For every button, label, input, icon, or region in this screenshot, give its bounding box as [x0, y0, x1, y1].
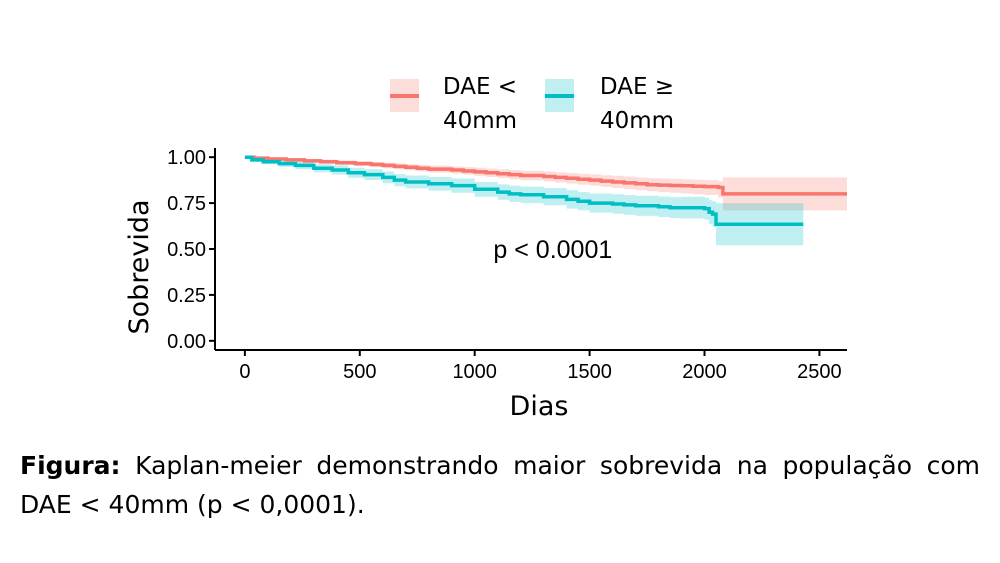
y-tick-label: 0.25	[167, 285, 206, 307]
figure-caption: Figura: Kaplan-meier demonstrando maior …	[20, 446, 980, 524]
x-tick-label: 1000	[452, 361, 497, 383]
legend: DAE < 40mm DAE ≥ 40mm	[390, 74, 674, 134]
legend-item-1: DAE ≥ 40mm	[545, 74, 674, 134]
caption-text: Kaplan-meier demonstrando maior sobrevid…	[20, 451, 980, 519]
p-value-annotation: p < 0.0001	[493, 236, 612, 264]
x-tick-label: 0	[239, 361, 250, 383]
confidence-band-1	[244, 157, 804, 246]
y-tick-label: 1.00	[167, 147, 206, 169]
legend-label: DAE <	[443, 74, 517, 100]
x-tick-label: 1500	[567, 361, 612, 383]
legend-label: DAE ≥	[600, 74, 674, 100]
survival-curves	[244, 155, 847, 226]
y-tick-label: 0.00	[167, 331, 206, 353]
survival-curve-0	[244, 155, 847, 196]
survival-curve-1	[244, 155, 804, 226]
legend-label: 40mm	[443, 108, 517, 134]
legend-label: 40mm	[600, 108, 674, 134]
x-tick-label: 2500	[797, 361, 842, 383]
x-tick-label: 2000	[682, 361, 727, 383]
y-axis-title: Sobrevida	[124, 199, 155, 334]
x-axis-title: Dias	[510, 391, 569, 422]
x-tick-label: 500	[343, 361, 376, 383]
legend-item-0: DAE < 40mm	[390, 74, 517, 134]
axes: 0.00 0.25 0.50 0.75 1.00 0 500 1000 1500 2000 2500	[167, 147, 847, 383]
y-tick-label: 0.50	[167, 239, 206, 261]
caption-label: Figura:	[20, 451, 121, 480]
y-tick-label: 0.75	[167, 193, 206, 215]
